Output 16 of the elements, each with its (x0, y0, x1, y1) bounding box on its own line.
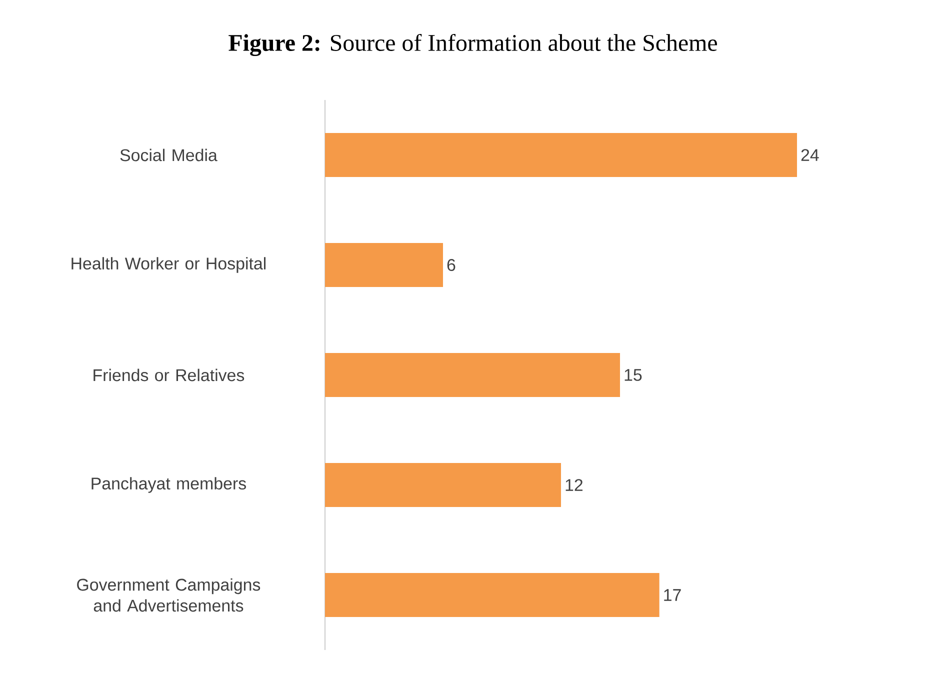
bar (325, 463, 561, 508)
chart-title: Figure 2: Source of Information about the Scheme (228, 34, 717, 56)
data-label: 12 (566, 479, 582, 491)
y-tick-label: Health Worker or Hospital (72, 257, 266, 273)
bar (325, 133, 798, 178)
bar (325, 353, 620, 398)
bar (325, 243, 443, 288)
y-tick-label: Government Campaigns and Advertisements (77, 578, 260, 612)
data-label: 15 (624, 369, 642, 381)
y-tick-label: Panchayat members (92, 477, 246, 493)
bar (325, 573, 660, 618)
data-label: 17 (664, 589, 681, 601)
data-label: 24 (801, 149, 819, 161)
data-label: 6 (447, 259, 456, 272)
y-tick-label: Social Media (120, 148, 218, 162)
y-tick-label: Friends or Relatives (94, 368, 244, 382)
